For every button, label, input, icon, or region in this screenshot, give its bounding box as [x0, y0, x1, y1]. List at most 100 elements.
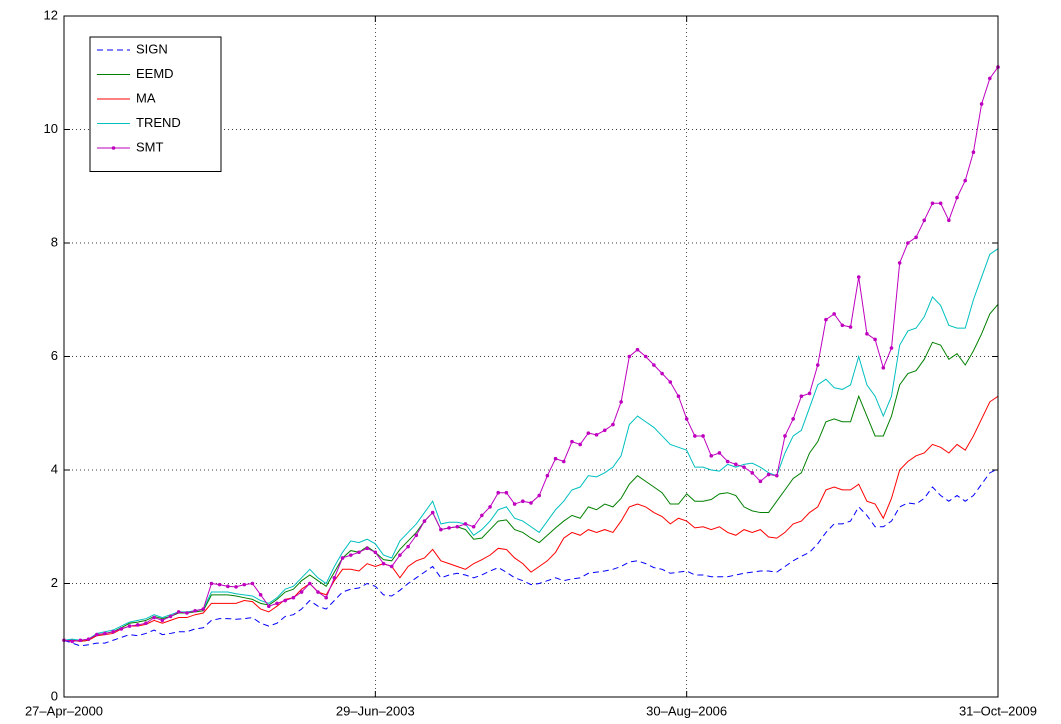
- series-marker: [365, 546, 369, 551]
- series-marker: [955, 195, 959, 200]
- series-marker: [774, 473, 779, 478]
- legend-marker: [111, 146, 116, 150]
- series-marker: [832, 312, 836, 316]
- series-marker: [824, 317, 828, 322]
- series-marker: [668, 380, 673, 384]
- series-marker: [250, 581, 255, 586]
- series-marker: [791, 417, 795, 421]
- series-marker: [971, 150, 976, 154]
- series-marker: [643, 354, 648, 359]
- legend-label: SMT: [136, 139, 164, 154]
- series-marker: [70, 639, 74, 644]
- series-marker: [930, 201, 935, 206]
- series-line: [63, 468, 999, 647]
- series-marker: [840, 323, 845, 328]
- series-marker: [103, 631, 107, 636]
- series-marker: [734, 462, 738, 467]
- series-marker: [529, 501, 533, 505]
- series-marker: [602, 428, 607, 433]
- x-tick-label: 30–Aug–2006: [646, 703, 727, 718]
- series-marker: [725, 459, 730, 464]
- series-marker: [947, 218, 951, 223]
- series-marker: [94, 632, 99, 637]
- legend-box: [89, 36, 222, 172]
- series-marker: [348, 553, 353, 557]
- series-marker: [586, 431, 591, 435]
- series-marker: [922, 218, 927, 223]
- series-marker: [807, 391, 812, 396]
- axes-box: [63, 15, 999, 698]
- series-marker: [340, 556, 345, 560]
- series-line: [63, 248, 999, 641]
- series-marker: [848, 325, 853, 329]
- series-marker: [373, 550, 378, 555]
- series-marker: [873, 337, 877, 342]
- series-marker: [430, 510, 435, 515]
- series-marker: [758, 479, 763, 484]
- series-marker: [766, 472, 771, 477]
- series-marker: [619, 400, 623, 404]
- series-marker: [865, 332, 869, 336]
- series-marker: [111, 629, 115, 634]
- series-marker: [209, 581, 214, 586]
- series-marker: [267, 604, 271, 608]
- series-marker: [234, 585, 238, 589]
- y-tick-label: 6: [51, 348, 58, 363]
- series-marker: [537, 493, 541, 498]
- series-marker: [447, 526, 451, 530]
- series-marker: [635, 347, 640, 352]
- series-marker: [783, 434, 787, 438]
- series-marker: [119, 627, 124, 631]
- series-marker: [258, 593, 263, 597]
- series-marker: [332, 576, 337, 580]
- legend-label: EEMD: [136, 66, 174, 81]
- series-marker: [307, 581, 312, 586]
- series-marker: [521, 499, 525, 504]
- series-marker: [381, 561, 386, 566]
- x-tick-label: 31–Oct–2009: [959, 703, 1037, 718]
- series-marker: [86, 637, 91, 641]
- series-marker: [660, 371, 664, 376]
- series-marker: [471, 524, 476, 529]
- series-marker: [512, 502, 517, 506]
- x-tick-label: 29–Jun–2003: [336, 703, 415, 718]
- series-marker: [906, 241, 910, 245]
- series-marker: [684, 417, 689, 421]
- series-marker: [357, 550, 361, 555]
- series-marker: [561, 459, 566, 464]
- series-marker: [750, 471, 755, 475]
- series-marker: [463, 522, 468, 526]
- series-marker: [127, 624, 132, 628]
- series-marker: [553, 456, 558, 461]
- y-tick-label: 12: [44, 7, 58, 22]
- series-marker: [570, 439, 574, 444]
- series-marker: [914, 235, 918, 240]
- series-marker: [299, 590, 304, 594]
- series-marker: [676, 394, 681, 399]
- legend-label: MA: [136, 90, 156, 105]
- legend-label: SIGN: [136, 41, 168, 56]
- series-marker: [938, 201, 943, 206]
- series-line: [64, 395, 999, 642]
- series-marker: [979, 102, 984, 106]
- series-marker: [889, 346, 894, 350]
- series-marker: [414, 533, 419, 538]
- y-tick-label: 10: [44, 121, 58, 136]
- series-marker: [144, 621, 148, 626]
- series-marker: [439, 527, 443, 532]
- series-marker: [176, 610, 181, 614]
- y-tick-label: 2: [51, 575, 58, 590]
- series-marker: [201, 607, 206, 611]
- y-tick-label: 8: [51, 234, 58, 249]
- series-marker: [217, 582, 222, 587]
- series-marker: [152, 615, 156, 620]
- series-marker: [226, 584, 230, 589]
- x-tick-label: 27–Apr–2000: [25, 703, 103, 718]
- series-marker: [496, 490, 501, 495]
- series-marker: [627, 354, 632, 359]
- series-marker: [455, 524, 460, 529]
- series-marker: [709, 454, 714, 458]
- series-marker: [988, 76, 992, 81]
- series-marker: [185, 611, 189, 615]
